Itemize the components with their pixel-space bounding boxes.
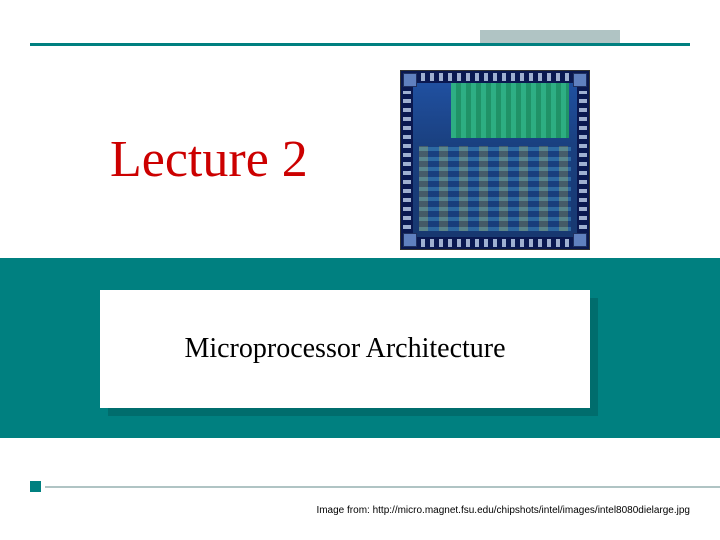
chip-corner-pad [573,73,587,87]
chip-region [451,83,569,138]
chip-pins [421,239,569,247]
slide-subtitle: Microprocessor Architecture [184,333,505,365]
chip-corner-pad [403,73,417,87]
chip-region [419,146,571,231]
top-rule-accent [480,30,620,43]
subtitle-box: Microprocessor Architecture [100,290,590,408]
chip-corner-pad [403,233,417,247]
chip-pins [403,91,411,229]
image-credit: Image from: http://micro.magnet.fsu.edu/… [316,505,690,516]
microprocessor-die-image [400,70,590,250]
slide-title: Lecture 2 [110,130,308,189]
corner-square-icon [30,481,41,492]
chip-pins [579,91,587,229]
chip-pins [421,73,569,81]
chip-corner-pad [573,233,587,247]
top-rule [30,43,690,46]
bottom-rule [45,486,720,488]
